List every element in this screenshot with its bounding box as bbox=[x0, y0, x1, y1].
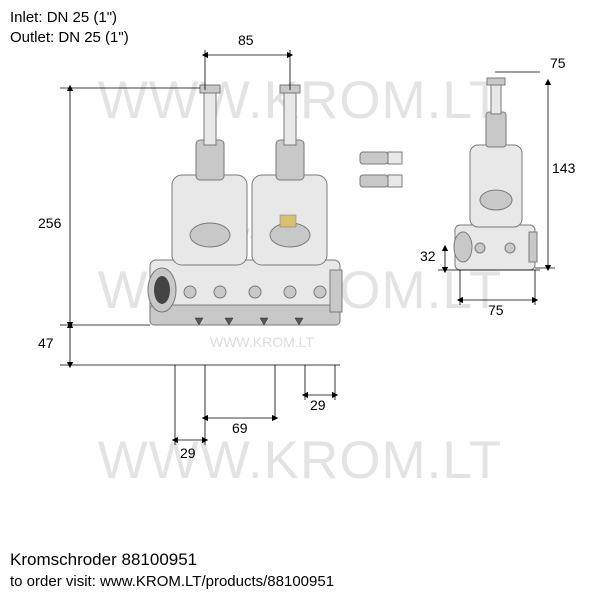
aux-valve-assembly bbox=[454, 78, 537, 270]
diagram-canvas: Inlet: DN 25 (1") Outlet: DN 25 (1") WWW… bbox=[0, 0, 600, 600]
order-prefix: to order visit: bbox=[10, 573, 96, 590]
dim-29-right: 29 bbox=[310, 397, 326, 413]
dim-right-base: 32 bbox=[420, 248, 436, 264]
dim-right-top: 75 bbox=[550, 55, 566, 71]
fittings bbox=[360, 152, 402, 187]
brand-name: Kromschroder bbox=[10, 550, 117, 569]
footer: Kromschroder 88100951 to order visit: ww… bbox=[10, 549, 334, 592]
dim-top-width: 85 bbox=[238, 32, 254, 48]
dim-main-height: 256 bbox=[38, 215, 61, 231]
technical-drawing bbox=[0, 0, 600, 600]
dim-right-width: 75 bbox=[488, 302, 504, 318]
part-number: 88100951 bbox=[122, 550, 198, 569]
order-url: www.KROM.LT/products/88100951 bbox=[100, 573, 334, 590]
main-valve-assembly bbox=[148, 85, 342, 325]
dim-29-left: 29 bbox=[180, 445, 196, 461]
dim-right-height: 143 bbox=[552, 160, 575, 176]
dim-main-base: 47 bbox=[38, 335, 54, 351]
dim-69: 69 bbox=[232, 420, 248, 436]
